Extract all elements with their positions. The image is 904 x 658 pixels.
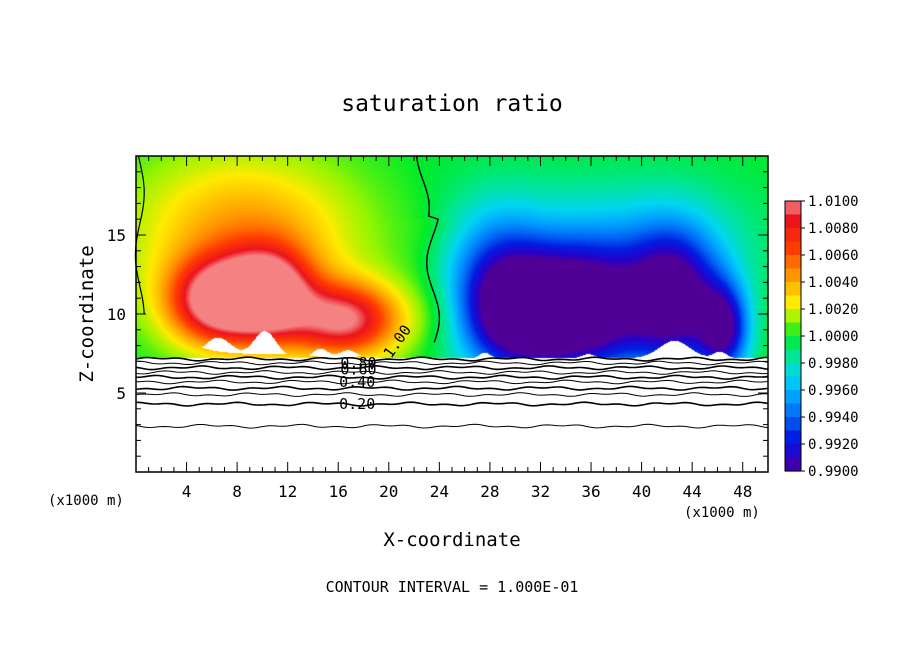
x-tick-label: 40 (632, 482, 651, 501)
saturation-field (136, 156, 768, 472)
terrain-contour-line (135, 385, 769, 391)
colorbar-segment (785, 336, 801, 351)
colorbar-label: 0.9920 (808, 437, 859, 453)
contour-label: 0.60 (340, 360, 376, 378)
colorbar-segment (785, 417, 801, 432)
colorbar-segment (785, 309, 801, 324)
colorbar-segment (785, 241, 801, 256)
colorbar-segment (785, 268, 801, 283)
colorbar-segment (785, 376, 801, 391)
x-tick-label: 12 (278, 482, 297, 501)
x-tick-label: 24 (430, 482, 449, 501)
contour-label: 0.80 (340, 354, 376, 372)
colorbar-segment (785, 390, 801, 405)
contour-label: 0.40 (339, 373, 375, 391)
colorbar-label: 0.9900 (808, 464, 859, 480)
colorbar-segment (785, 403, 801, 418)
colorbar-label: 1.0060 (808, 248, 859, 264)
x-tick-label: 8 (232, 482, 242, 501)
colorbar-segment (785, 214, 801, 229)
colorbar-segment (785, 295, 801, 310)
colorbar-segment (785, 282, 801, 297)
contour-labels: 1.000.800.600.400.20 (339, 321, 415, 413)
terrain-contour-line (135, 364, 769, 371)
x-axis: 4 8 12 16 20 24 28 32 36 40 44 48 (148, 156, 756, 501)
colorbar-segment (785, 430, 801, 445)
chart-title: saturation ratio (341, 91, 563, 117)
colorbar-label: 1.0000 (808, 329, 859, 345)
colorbar-segment (785, 363, 801, 378)
x-tick-label: 20 (379, 482, 398, 501)
x-tick-label: 16 (329, 482, 348, 501)
terrain-contour-line (135, 356, 769, 362)
colorbar-segment (785, 444, 801, 459)
terrain-contour-line (135, 374, 769, 380)
contour-label: 0.20 (339, 395, 375, 413)
terrain-contour-line (135, 370, 769, 375)
contour-interval-note: CONTOUR INTERVAL = 1.000E-01 (326, 578, 579, 596)
colorbar-segment (785, 255, 801, 270)
colorbar-label: 1.0100 (808, 194, 859, 210)
colorbar-segment (785, 349, 801, 364)
plot-area: 1.000.800.600.400.20 (134, 155, 769, 473)
contour-line-1-00 (416, 155, 441, 343)
colorbar-label: 1.0040 (808, 275, 859, 291)
x-unit-left: (x1000 m) (48, 493, 124, 509)
terrain-contour-line (135, 401, 769, 407)
y-axis: 5 10 15 (107, 171, 768, 457)
colorbar-segment (785, 201, 801, 216)
y-tick-label: 15 (107, 226, 126, 245)
colorbar-label: 1.0020 (808, 302, 859, 318)
terrain-contour-line (135, 379, 769, 385)
colorbar: 1.0100 1.0080 1.0060 1.0040 1.0020 1.0000 0.99… (784, 194, 859, 480)
y-axis-label: Z-coordinate (76, 245, 98, 382)
colorbar-label: 0.9960 (808, 383, 859, 399)
terrain-contours (135, 356, 769, 429)
x-tick-label: 32 (531, 482, 550, 501)
terrain-contour-line (136, 360, 769, 366)
x-tick-label: 36 (581, 482, 600, 501)
y-tick-label: 10 (107, 305, 126, 324)
colorbar-segment (785, 457, 801, 472)
x-unit-right: (x1000 m) (684, 505, 760, 521)
x-tick-label: 28 (480, 482, 499, 501)
x-tick-label: 44 (683, 482, 702, 501)
terrain-contour-line (135, 392, 769, 397)
x-tick-label: 4 (182, 482, 192, 501)
colorbar-label: 0.9980 (808, 356, 859, 372)
y-tick-label: 5 (116, 384, 126, 403)
x-axis-label: X-coordinate (383, 529, 520, 551)
colorbar-label: 0.9940 (808, 410, 859, 426)
x-tick-label: 48 (733, 482, 752, 501)
colorbar-segment (785, 228, 801, 243)
terrain-contour-line (135, 423, 769, 429)
colorbar-label: 1.0080 (808, 221, 859, 237)
colorbar-segment (785, 322, 801, 337)
